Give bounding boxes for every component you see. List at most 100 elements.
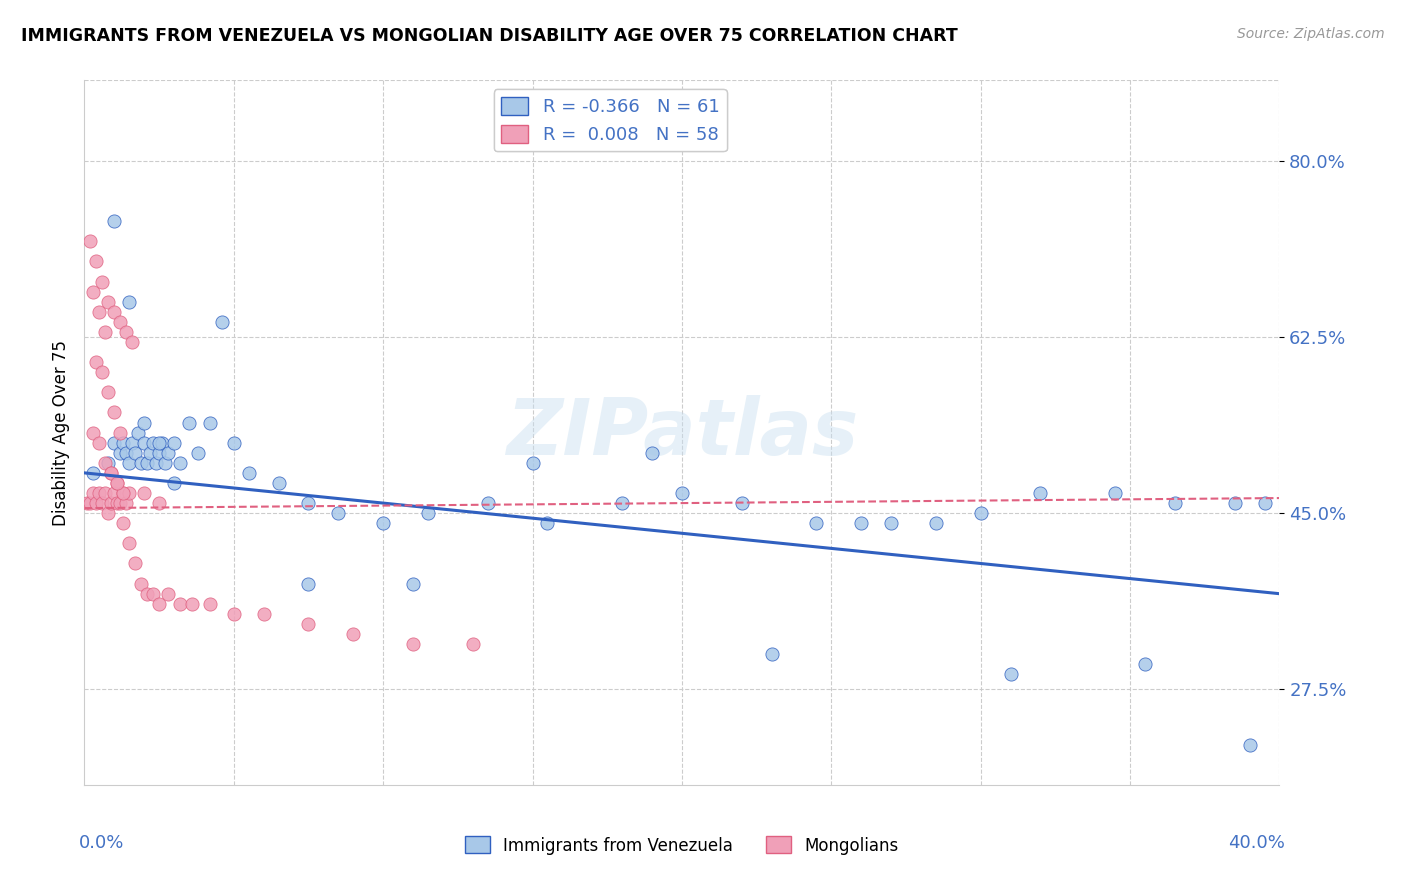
Point bbox=[806, 516, 828, 531]
Point bbox=[297, 616, 319, 631]
Point bbox=[105, 475, 128, 490]
Point bbox=[110, 446, 132, 460]
Point bbox=[402, 637, 425, 651]
Point bbox=[94, 456, 117, 470]
Point bbox=[121, 435, 143, 450]
Point bbox=[91, 496, 114, 510]
Point bbox=[94, 486, 117, 500]
Point bbox=[118, 456, 141, 470]
Text: 40.0%: 40.0% bbox=[1229, 834, 1285, 852]
Point bbox=[112, 435, 135, 450]
Point bbox=[297, 496, 319, 510]
Point bbox=[103, 486, 125, 500]
Point bbox=[124, 557, 146, 571]
Point bbox=[1239, 738, 1261, 752]
Point bbox=[86, 254, 108, 268]
Point bbox=[100, 466, 122, 480]
Point bbox=[342, 627, 364, 641]
Point bbox=[136, 456, 159, 470]
Point bbox=[112, 486, 135, 500]
Point bbox=[297, 576, 319, 591]
Point bbox=[82, 486, 104, 500]
Point bbox=[177, 416, 200, 430]
Point bbox=[211, 315, 233, 329]
Point bbox=[89, 305, 111, 319]
Point bbox=[97, 456, 120, 470]
Point bbox=[1133, 657, 1156, 672]
Point bbox=[118, 536, 141, 550]
Point bbox=[91, 365, 114, 379]
Point bbox=[115, 325, 138, 339]
Point bbox=[115, 446, 138, 460]
Point bbox=[97, 385, 120, 400]
Point bbox=[198, 416, 221, 430]
Point bbox=[187, 446, 209, 460]
Point bbox=[132, 486, 156, 500]
Point bbox=[82, 425, 104, 440]
Point bbox=[150, 435, 173, 450]
Point bbox=[94, 325, 117, 339]
Point bbox=[1253, 496, 1275, 510]
Point bbox=[118, 486, 141, 500]
Point bbox=[253, 607, 276, 621]
Point bbox=[124, 446, 146, 460]
Point bbox=[100, 466, 122, 480]
Point bbox=[148, 435, 170, 450]
Point bbox=[118, 294, 141, 309]
Point bbox=[671, 486, 693, 500]
Point bbox=[100, 496, 122, 510]
Point bbox=[169, 597, 191, 611]
Point bbox=[522, 456, 544, 470]
Point bbox=[536, 516, 558, 531]
Point bbox=[925, 516, 948, 531]
Point bbox=[132, 435, 156, 450]
Point bbox=[103, 214, 125, 228]
Point bbox=[110, 425, 132, 440]
Point bbox=[1223, 496, 1246, 510]
Point bbox=[731, 496, 754, 510]
Point bbox=[402, 576, 425, 591]
Point bbox=[142, 435, 165, 450]
Point bbox=[477, 496, 499, 510]
Point bbox=[612, 496, 634, 510]
Point bbox=[157, 587, 180, 601]
Point bbox=[1104, 486, 1126, 500]
Point bbox=[416, 506, 439, 520]
Legend: R = -0.366   N = 61, R =  0.008   N = 58: R = -0.366 N = 61, R = 0.008 N = 58 bbox=[494, 89, 727, 152]
Point bbox=[1029, 486, 1052, 500]
Text: 0.0%: 0.0% bbox=[79, 834, 124, 852]
Point bbox=[142, 587, 165, 601]
Point bbox=[97, 506, 120, 520]
Point bbox=[110, 315, 132, 329]
Text: IMMIGRANTS FROM VENEZUELA VS MONGOLIAN DISABILITY AGE OVER 75 CORRELATION CHART: IMMIGRANTS FROM VENEZUELA VS MONGOLIAN D… bbox=[21, 27, 957, 45]
Point bbox=[79, 235, 101, 249]
Point bbox=[169, 456, 191, 470]
Point bbox=[163, 475, 186, 490]
Point bbox=[163, 435, 186, 450]
Point bbox=[153, 456, 176, 470]
Point bbox=[851, 516, 873, 531]
Point bbox=[86, 355, 108, 369]
Point bbox=[121, 334, 143, 349]
Point bbox=[129, 576, 152, 591]
Point bbox=[373, 516, 395, 531]
Point bbox=[148, 597, 170, 611]
Point bbox=[97, 294, 120, 309]
Y-axis label: Disability Age Over 75: Disability Age Over 75 bbox=[52, 340, 70, 525]
Point bbox=[79, 496, 101, 510]
Point bbox=[1000, 667, 1022, 681]
Point bbox=[89, 435, 111, 450]
Point bbox=[970, 506, 993, 520]
Point bbox=[110, 496, 132, 510]
Point bbox=[139, 446, 162, 460]
Point bbox=[222, 607, 245, 621]
Point bbox=[761, 647, 783, 661]
Point bbox=[328, 506, 350, 520]
Point bbox=[76, 496, 98, 510]
Point bbox=[267, 475, 290, 490]
Point bbox=[112, 516, 135, 531]
Point bbox=[91, 275, 114, 289]
Point bbox=[132, 416, 156, 430]
Point bbox=[129, 456, 152, 470]
Point bbox=[181, 597, 204, 611]
